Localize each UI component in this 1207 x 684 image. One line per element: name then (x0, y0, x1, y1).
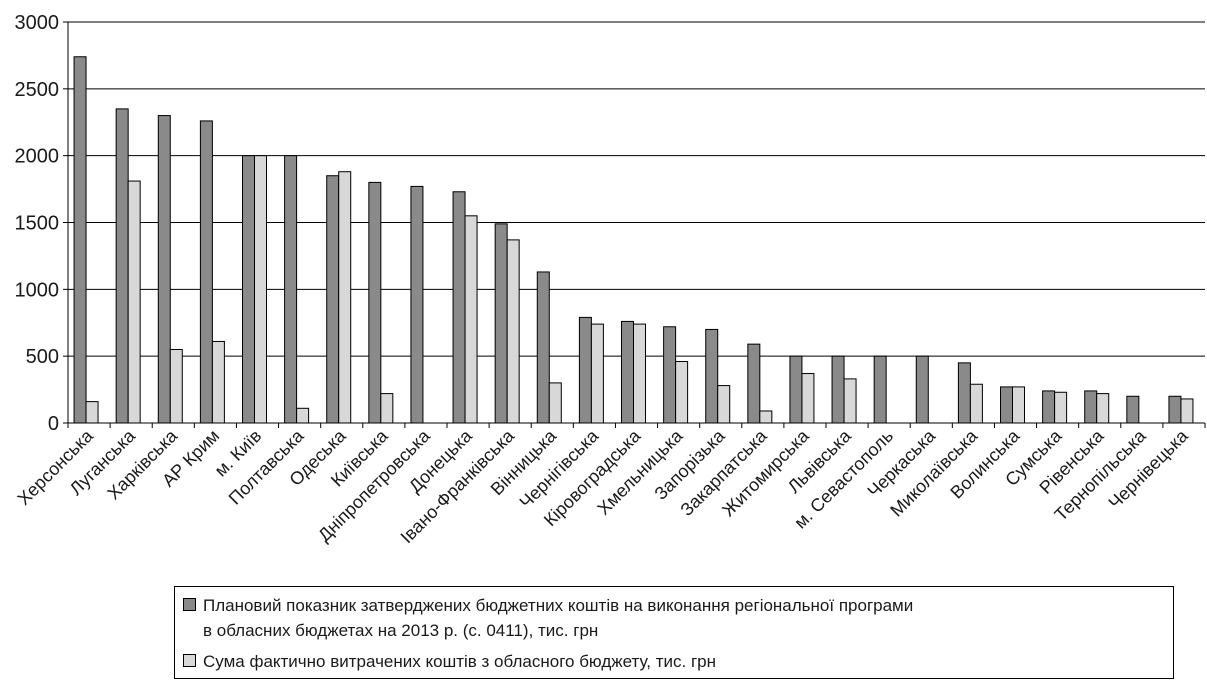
bar-actual (1012, 386, 1025, 424)
y-axis-ticks: 0 500 1000 1500 2000 2500 3000 (15, 12, 68, 435)
bar-planned (831, 355, 845, 424)
bar-actual (969, 383, 983, 424)
bar-planned (705, 328, 719, 424)
bar-actual (506, 239, 520, 424)
legend-item-planned: Плановий показник затверджених бюджетних… (183, 593, 913, 643)
bar-actual (169, 348, 183, 424)
bar-planned (915, 355, 929, 424)
bar-planned (284, 155, 298, 424)
bar-planned (663, 326, 677, 424)
legend-label-planned-line1: Плановий показник затверджених бюджетних… (203, 596, 914, 615)
bar-actual (801, 373, 815, 424)
bar-actual (1054, 391, 1068, 424)
legend-label-planned-line2: в обласних бюджетах на 2013 р. (с. 0411)… (203, 621, 599, 640)
bar-actual (1180, 398, 1194, 424)
y-tick-label: 1000 (15, 279, 60, 301)
bar-actual (675, 361, 689, 424)
bar-planned (157, 115, 171, 424)
bar-actual (548, 382, 562, 424)
legend-label-actual: Сума фактично витрачених коштів з обласн… (203, 652, 716, 671)
bar-planned (1000, 386, 1013, 424)
bar-actual (296, 407, 310, 424)
y-tick-label: 2000 (15, 146, 60, 168)
bar-planned (1042, 390, 1056, 424)
bar-actual (590, 323, 604, 424)
bar-planned (873, 355, 887, 424)
axes (67, 22, 1205, 424)
bar-planned (368, 181, 382, 424)
bar-planned (115, 108, 129, 424)
legend: Плановий показник затверджених бюджетних… (174, 586, 1174, 679)
bar-actual (211, 340, 225, 424)
bar-actual (338, 171, 352, 424)
bar-planned (1084, 390, 1098, 424)
bar-planned (410, 185, 424, 424)
bar-planned (73, 56, 87, 424)
legend-item-actual: Сума фактично витрачених коштів з обласн… (183, 649, 716, 674)
bar-planned (494, 223, 508, 424)
bar-actual (759, 410, 773, 424)
bar-chart: 0 500 1000 1500 2000 2500 3000 ХерсонськаЛуган… (14, 12, 1206, 547)
y-tick-label: 3000 (15, 12, 60, 34)
bar-actual (1096, 393, 1110, 424)
bar-planned (326, 175, 340, 424)
bar-actual (464, 215, 478, 424)
bar-planned (242, 155, 255, 424)
bar-planned (789, 355, 803, 424)
bar-planned (1126, 395, 1140, 424)
y-tick-label: 500 (26, 346, 59, 368)
bar-planned (452, 191, 466, 424)
y-tick-label: 1500 (15, 213, 60, 235)
legend-swatch-actual (183, 654, 196, 668)
bar-planned (957, 362, 971, 424)
bar-actual (254, 155, 267, 424)
bar-actual (85, 401, 99, 424)
y-tick-label: 0 (48, 413, 59, 435)
bar-planned (578, 316, 592, 424)
bar-planned (199, 120, 213, 424)
grid-lines (68, 21, 1205, 357)
bar-planned (1168, 395, 1182, 424)
legend-swatch-planned (183, 598, 196, 612)
bars (73, 56, 1194, 424)
bar-planned (747, 343, 761, 424)
bar-actual (380, 393, 394, 424)
bar-actual (127, 180, 141, 424)
bar-actual (717, 385, 731, 424)
y-tick-label: 2500 (15, 79, 60, 101)
bar-planned (621, 320, 634, 424)
bar-planned (536, 271, 550, 424)
bar-actual (843, 378, 857, 424)
bar-actual (633, 323, 646, 424)
